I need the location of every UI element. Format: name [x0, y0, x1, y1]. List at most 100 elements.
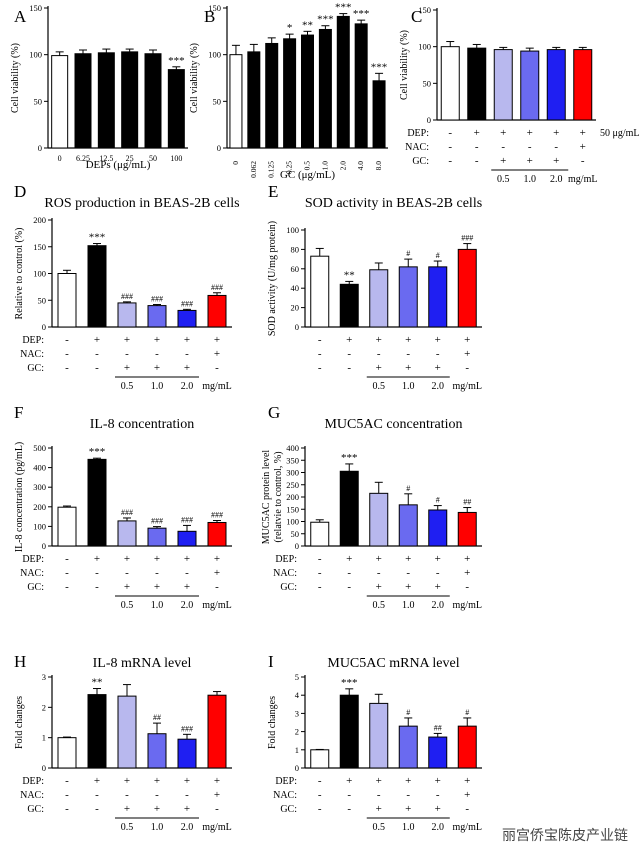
bar: [310, 749, 330, 769]
gc-unit-label: mg/mL: [453, 381, 482, 392]
condition-row-label: DEP:: [22, 335, 44, 346]
condition-symbol: -: [95, 362, 99, 374]
condition-symbol: +: [214, 334, 220, 346]
gc-unit-label: mg/mL: [202, 381, 231, 392]
significance-label: ##: [434, 723, 442, 732]
condition-row-label: NAC:: [273, 568, 297, 579]
gc-unit-label: mg/mL: [202, 600, 231, 611]
condition-symbol: +: [580, 141, 586, 153]
condition-row-label: GC:: [412, 156, 429, 167]
bar: [467, 47, 487, 121]
y-tick-label: 100: [33, 521, 46, 531]
panel-letter: H: [14, 652, 26, 671]
significance-label: ###: [121, 508, 133, 517]
bar: [310, 521, 330, 547]
y-tick-label: 0: [295, 763, 299, 773]
bar: [283, 38, 297, 149]
y-axis-label: Fold changes: [267, 696, 278, 749]
bar: [147, 305, 167, 328]
y-tick-label: 0: [295, 322, 299, 332]
gc-unit-label: mg/mL: [202, 822, 231, 833]
condition-row-label: DEP:: [407, 128, 429, 139]
significance-label: #: [436, 496, 440, 505]
significance-label: ###: [461, 234, 473, 243]
significance-label: *: [287, 22, 293, 34]
condition-symbol: -: [347, 789, 351, 801]
bar: [440, 46, 460, 121]
gc-dose-label: 0.5: [373, 381, 386, 392]
bar: [177, 309, 197, 328]
gc-dose-label: 2.0: [181, 381, 194, 392]
condition-row-label: GC:: [280, 804, 297, 815]
condition-symbol: +: [154, 775, 160, 787]
bar: [207, 294, 227, 328]
condition-row-label: NAC:: [20, 349, 44, 360]
bar: [339, 283, 359, 328]
bar: [57, 273, 77, 328]
significance-label: #: [406, 249, 410, 258]
condition-symbol: +: [154, 334, 160, 346]
condition-symbol: -: [65, 567, 69, 579]
condition-symbol: -: [318, 581, 322, 593]
bar: [354, 23, 368, 149]
condition-row-label: NAC:: [405, 142, 429, 153]
y-tick-label: 50: [38, 295, 47, 305]
bar: [117, 695, 137, 769]
x-tick-label: 2.0: [338, 161, 347, 171]
condition-row-label: DEP:: [22, 554, 44, 565]
condition-symbol: +: [464, 334, 470, 346]
y-tick-label: 100: [286, 517, 299, 527]
dep-unit-label: 50 μg/mL: [600, 128, 640, 139]
condition-symbol: -: [501, 141, 505, 153]
watermark-label: 丽宫侨宝陈皮产业链: [498, 824, 632, 846]
bar: [247, 51, 261, 149]
condition-symbol: +: [346, 334, 352, 346]
bar: [121, 51, 139, 149]
significance-label: ***: [353, 8, 370, 20]
condition-symbol: +: [376, 362, 382, 374]
x-tick-label: 4.0: [356, 161, 365, 171]
bar: [339, 694, 359, 769]
gc-dose-label: 1.0: [524, 174, 537, 185]
bar: [117, 302, 137, 328]
y-axis-label: Fold changes: [14, 696, 25, 749]
condition-symbol: -: [465, 362, 469, 374]
condition-symbol: +: [553, 127, 559, 139]
condition-symbol: +: [405, 362, 411, 374]
significance-label: ###: [211, 283, 223, 292]
y-tick-label: 100: [33, 269, 46, 279]
bar: [369, 269, 389, 328]
bar: [372, 80, 386, 149]
y-tick-label: 2: [42, 702, 46, 712]
y-tick-label: 0: [38, 143, 42, 153]
condition-symbol: -: [318, 334, 322, 346]
panel-letter: E: [268, 182, 278, 201]
significance-label: ###: [181, 515, 193, 524]
condition-symbol: -: [318, 775, 322, 787]
gc-dose-label: 2.0: [550, 174, 563, 185]
gc-dose-label: 2.0: [432, 822, 445, 833]
condition-symbol: -: [65, 775, 69, 787]
bar: [87, 458, 107, 547]
condition-symbol: +: [376, 803, 382, 815]
condition-symbol: +: [346, 553, 352, 565]
x-tick-label: 25: [126, 154, 134, 163]
condition-symbol: +: [124, 581, 130, 593]
bar: [428, 266, 448, 328]
y-tick-label: 20: [291, 303, 300, 313]
x-tick-label: 50: [149, 154, 157, 163]
bar: [457, 248, 477, 328]
condition-symbol: +: [124, 553, 130, 565]
significance-label: ***: [317, 14, 334, 26]
bar: [74, 53, 92, 149]
y-axis-label: Cell viability (%): [10, 43, 21, 113]
y-tick-label: 3: [42, 672, 46, 682]
x-tick-label: 8.0: [374, 161, 383, 171]
x-axis-label: DEPs (μg/mL): [86, 159, 151, 171]
condition-symbol: +: [376, 581, 382, 593]
significance-label: ###: [181, 724, 193, 733]
gc-dose-label: 1.0: [402, 600, 415, 611]
y-tick-label: 50: [291, 529, 300, 539]
condition-symbol: -: [475, 155, 479, 167]
